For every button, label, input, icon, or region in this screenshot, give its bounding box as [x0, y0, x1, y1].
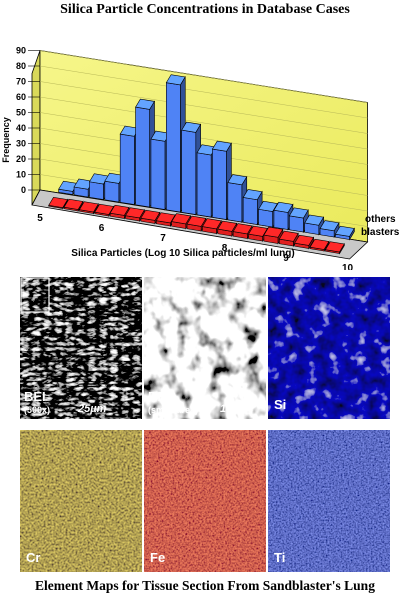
- element-map-cr: Cr: [20, 430, 142, 572]
- bar-others-front: [119, 133, 135, 205]
- figure-caption: Element Maps for Tissue Section From San…: [35, 578, 375, 593]
- si-map-texture: [268, 277, 390, 419]
- x-tick-label: 6: [99, 223, 105, 234]
- bei-small-area-texture: [144, 277, 266, 419]
- y-tick-label: 20: [16, 154, 26, 164]
- scale-bar-label: 25µm: [78, 403, 107, 415]
- bar-blasters-side: [308, 236, 314, 250]
- bar-others-front: [212, 148, 227, 220]
- bar-blasters: [48, 196, 69, 210]
- bar-blasters: [324, 241, 345, 255]
- y-gridline: [39, 50, 368, 103]
- silica-histogram-chart: 0 10 20 30 40 50 60 70 80 90 5 6 7 8 9 10 Frequency Sil…: [1, 46, 400, 271]
- y-tick-label: 80: [16, 61, 26, 71]
- bar-blasters: [125, 207, 145, 223]
- micrograph-bei-500x: BEI (500x) 25µm: [20, 277, 142, 419]
- bar-blasters: [294, 234, 315, 250]
- bar-others: [304, 214, 325, 236]
- panel-sublabel-small-area: (small area): [148, 405, 199, 415]
- y-axis-label: Frequency: [1, 117, 11, 163]
- panel-label-cr: Cr: [26, 550, 41, 565]
- element-map-ti: Ti: [268, 430, 390, 572]
- chart-axes: [28, 50, 40, 191]
- bar-others: [334, 225, 355, 241]
- bar-blasters: [309, 238, 330, 253]
- y-tick-label: 50: [16, 108, 26, 118]
- cr-map-texture: [20, 430, 142, 572]
- chart-title: Silica Particle Concentrations in Databa…: [60, 2, 350, 17]
- x-tick-label: 9: [283, 253, 289, 264]
- chart-bars: [48, 74, 355, 255]
- fe-map-texture: [144, 430, 266, 572]
- x-tick-label: 10: [342, 263, 354, 270]
- x-axis-label: Silica Particles (Log 10 Silica particle…: [71, 248, 294, 259]
- bar-others-front: [242, 197, 258, 225]
- bar-others-front: [273, 209, 289, 230]
- panel-label-fe: Fe: [150, 550, 166, 565]
- bar-others-front: [135, 106, 151, 208]
- bar-others: [319, 220, 340, 239]
- y-gridline: [39, 81, 368, 134]
- bar-others-front: [227, 182, 243, 223]
- scale-bar-label-small: 10µm: [220, 403, 249, 415]
- y-tick-label: 60: [16, 92, 26, 102]
- y-gridline: [39, 96, 368, 150]
- bar-blasters: [109, 204, 130, 220]
- bar-others-front: [166, 82, 181, 213]
- x-tick-label: 5: [37, 213, 43, 224]
- x-tick-label: 8: [222, 243, 228, 254]
- y-tick-label: 30: [16, 139, 26, 149]
- y-gridline: [39, 65, 368, 119]
- bar-blasters: [140, 209, 161, 225]
- panel-label-ti: Ti: [274, 550, 286, 565]
- y-gridline: [39, 112, 368, 165]
- ti-map-texture: [268, 430, 390, 572]
- bar-blasters: [63, 198, 84, 213]
- legend-entry-others: others: [365, 214, 396, 225]
- y-tick-label: 10: [16, 170, 26, 180]
- bar-others-front: [289, 215, 304, 233]
- y-tick-label: 40: [16, 123, 26, 133]
- bar-blasters-side: [62, 198, 68, 210]
- bar-blasters-side: [339, 242, 345, 255]
- panel-sublabel-500x: (500x): [24, 405, 51, 415]
- bei-500x-texture: [20, 277, 142, 419]
- bar-others-side: [349, 227, 355, 241]
- bar-blasters-side: [93, 202, 99, 215]
- y-tick-label: 90: [16, 46, 26, 56]
- bar-others-front: [181, 129, 197, 215]
- legend-entry-blasters: blasters: [361, 227, 400, 238]
- panel-label-bei-small: BEI: [148, 389, 170, 404]
- element-map-si: Si: [268, 277, 390, 419]
- bar-others-front: [196, 152, 212, 218]
- bar-blasters-side: [323, 240, 330, 253]
- bar-others-front: [258, 208, 274, 228]
- bar-others-front: [150, 138, 166, 210]
- panel-label-bei: BEI: [24, 389, 46, 404]
- x-tick-label: 7: [160, 233, 166, 244]
- y-tick-label: 0: [21, 185, 26, 195]
- chart-tick-labels: 0 10 20 30 40 50 60 70 80 90 5 6 7 8 9 10: [16, 46, 354, 271]
- y-tick-label: 70: [16, 77, 26, 87]
- bar-others-front: [104, 180, 120, 203]
- bar-blasters: [78, 201, 99, 215]
- bar-others-front: [89, 181, 104, 200]
- panel-label-si: Si: [274, 397, 287, 412]
- micrograph-bei-small-area: BEI (small area) 10µm: [144, 277, 266, 419]
- bar-blasters-side: [77, 200, 84, 213]
- element-map-fe: Fe: [144, 430, 266, 572]
